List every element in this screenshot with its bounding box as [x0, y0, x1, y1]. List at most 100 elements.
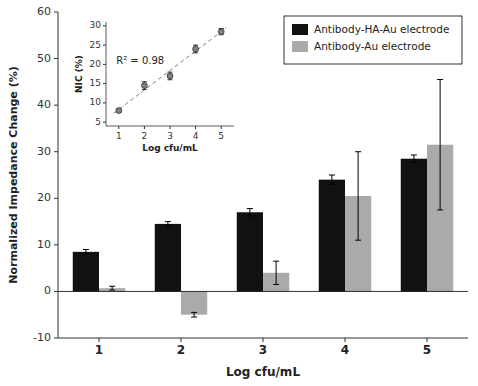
inset-x-tick — [118, 126, 119, 129]
y-tick-label: -10 — [33, 331, 51, 344]
error-cap — [437, 209, 443, 210]
y-tick — [54, 12, 58, 13]
error-cap — [83, 254, 89, 255]
error-stem — [249, 209, 250, 216]
x-tick-label: 2 — [177, 343, 185, 357]
bar — [401, 159, 427, 292]
bar — [181, 291, 207, 314]
error-bar — [109, 286, 115, 290]
chart: -10010203040506012345Log cfu/mLNormalize… — [0, 0, 478, 386]
x-tick-label: 4 — [341, 343, 349, 357]
inset-y-axis — [106, 22, 107, 126]
x-tick — [263, 338, 264, 342]
error-cap — [193, 45, 198, 46]
error-cap — [168, 79, 173, 80]
inset-error-bar — [193, 45, 198, 53]
inset-x-axis-label: Log cfu/mL — [142, 143, 198, 153]
error-bar — [437, 80, 443, 210]
error-stem — [167, 222, 168, 227]
inset-error-bar — [168, 72, 173, 80]
inset-background — [106, 22, 234, 126]
x-tick — [345, 338, 346, 342]
inset-y-tick — [103, 25, 106, 26]
error-cap — [165, 221, 171, 222]
y-tick — [54, 244, 58, 245]
error-cap — [273, 284, 279, 285]
y-tick — [54, 105, 58, 106]
inset-x-tick — [144, 126, 145, 129]
error-cap — [329, 175, 335, 176]
y-tick — [54, 58, 58, 59]
inset-y-tick-label: 5 — [95, 117, 101, 127]
legend-label: Antibody-Au electrode — [314, 40, 431, 52]
error-cap — [168, 72, 173, 73]
inset-x-tick-label: 5 — [218, 131, 224, 141]
x-tick — [181, 338, 182, 342]
inset-y-tick-label: 10 — [90, 97, 102, 107]
x-tick-label: 1 — [95, 343, 103, 357]
y-tick-label: 10 — [37, 238, 51, 251]
x-tick-label: 5 — [423, 343, 431, 357]
y-tick — [54, 198, 58, 199]
x-tick-label: 3 — [259, 343, 267, 357]
error-stem — [413, 155, 414, 162]
legend-label: Antibody-HA-Au electrode — [314, 23, 449, 35]
y-tick — [54, 151, 58, 152]
error-bar — [411, 155, 417, 162]
y-axis-label: Normalized Impedance Change (%) — [7, 66, 20, 283]
zero-line — [58, 291, 468, 292]
inset-y-axis-label: NIC (%) — [74, 55, 84, 93]
bar — [155, 224, 181, 292]
error-bar — [165, 222, 171, 227]
inset-error-bar — [142, 82, 147, 90]
inset-x-axis — [106, 126, 234, 127]
y-tick-label: 0 — [44, 284, 51, 297]
bar — [319, 180, 345, 292]
legend-swatch — [292, 24, 308, 35]
error-bar — [191, 312, 197, 317]
bar — [73, 252, 99, 292]
fit-line — [114, 28, 227, 114]
inset-y-tick-label: 30 — [90, 20, 102, 30]
error-stem — [194, 312, 195, 317]
inset-point — [218, 29, 224, 35]
legend-swatch — [292, 41, 308, 52]
inset-point — [116, 108, 122, 114]
error-cap — [247, 208, 253, 209]
bar — [237, 212, 263, 291]
error-cap — [355, 240, 361, 241]
error-cap — [109, 286, 115, 287]
error-stem — [276, 261, 277, 284]
inset-y-tick-label: 25 — [90, 40, 101, 50]
inset-x-tick-label: 3 — [167, 131, 173, 141]
y-tick — [54, 291, 58, 292]
error-cap — [191, 312, 197, 313]
inset-point — [167, 73, 173, 79]
y-tick-label: 40 — [37, 98, 51, 111]
legend-frame — [284, 16, 462, 64]
error-bar — [329, 175, 335, 184]
error-stem — [440, 80, 441, 210]
error-cap — [411, 162, 417, 163]
inset-point — [141, 83, 147, 89]
y-tick-label: 20 — [37, 191, 51, 204]
error-cap — [247, 215, 253, 216]
inset-x-tick — [221, 126, 222, 129]
inset-point — [193, 46, 199, 52]
error-cap — [329, 184, 335, 185]
y-tick-label: 30 — [37, 145, 51, 158]
error-cap — [437, 79, 443, 80]
error-cap — [83, 249, 89, 250]
legend: Antibody-HA-Au electrode Antibody-Au elec… — [284, 16, 462, 64]
x-tick — [99, 338, 100, 342]
inset-y-tick-label: 15 — [90, 78, 101, 88]
inset-y-tick — [103, 45, 106, 46]
error-bar — [273, 261, 279, 284]
inset-y-tick — [103, 102, 106, 103]
inset-x-tick — [170, 126, 171, 129]
error-stem — [112, 286, 113, 290]
inset-y-tick — [103, 64, 106, 65]
error-stem — [85, 250, 86, 255]
y-tick-label: 60 — [37, 5, 51, 18]
error-cap — [411, 154, 417, 155]
